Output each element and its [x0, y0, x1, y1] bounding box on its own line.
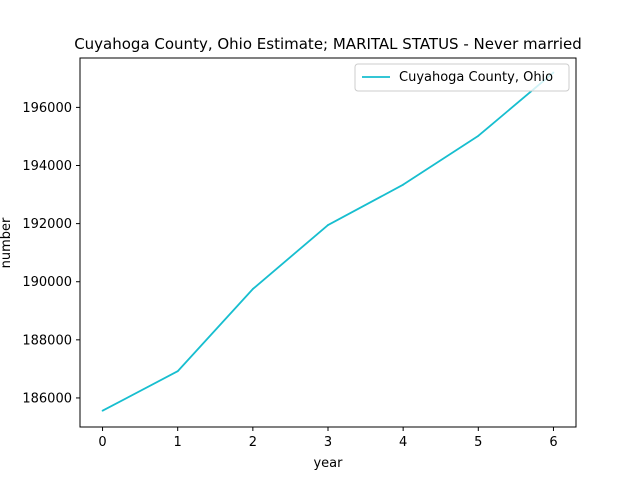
y-axis: 186000 188000 190000 192000 194000 196000: [22, 101, 80, 406]
x-tick-label: 6: [549, 435, 557, 450]
data-point: [251, 288, 254, 290]
x-tick-label: 5: [474, 435, 482, 450]
y-tick-label: 190000: [22, 275, 72, 290]
data-point: [402, 183, 405, 186]
x-axis: 0 1 2 3 4 5 6: [98, 427, 558, 450]
y-tick-label: 186000: [22, 391, 72, 406]
x-tick-label: 1: [174, 435, 182, 450]
x-tick-label: 3: [324, 435, 332, 450]
y-tick-label: 194000: [22, 159, 72, 174]
y-axis-label: number: [0, 217, 14, 268]
data-point: [327, 224, 329, 226]
y-tick-label: 188000: [22, 333, 72, 348]
data-point: [101, 409, 104, 412]
plot-area: [101, 71, 555, 412]
legend-box: [354, 63, 570, 92]
x-axis-label: year: [313, 456, 343, 471]
y-tick-label: 192000: [22, 217, 72, 232]
data-point: [477, 134, 480, 137]
legend-label: Cuyahoga County, Ohio: [399, 70, 553, 85]
legend: Cuyahoga County, Ohio: [354, 63, 570, 92]
x-tick-label: 4: [399, 435, 407, 450]
x-tick-label: 2: [249, 435, 257, 450]
y-tick-label: 196000: [22, 101, 72, 116]
x-tick-label: 0: [98, 435, 106, 450]
data-point: [176, 370, 179, 373]
chart-title: Cuyahoga County, Ohio Estimate; MARITAL …: [74, 35, 582, 53]
